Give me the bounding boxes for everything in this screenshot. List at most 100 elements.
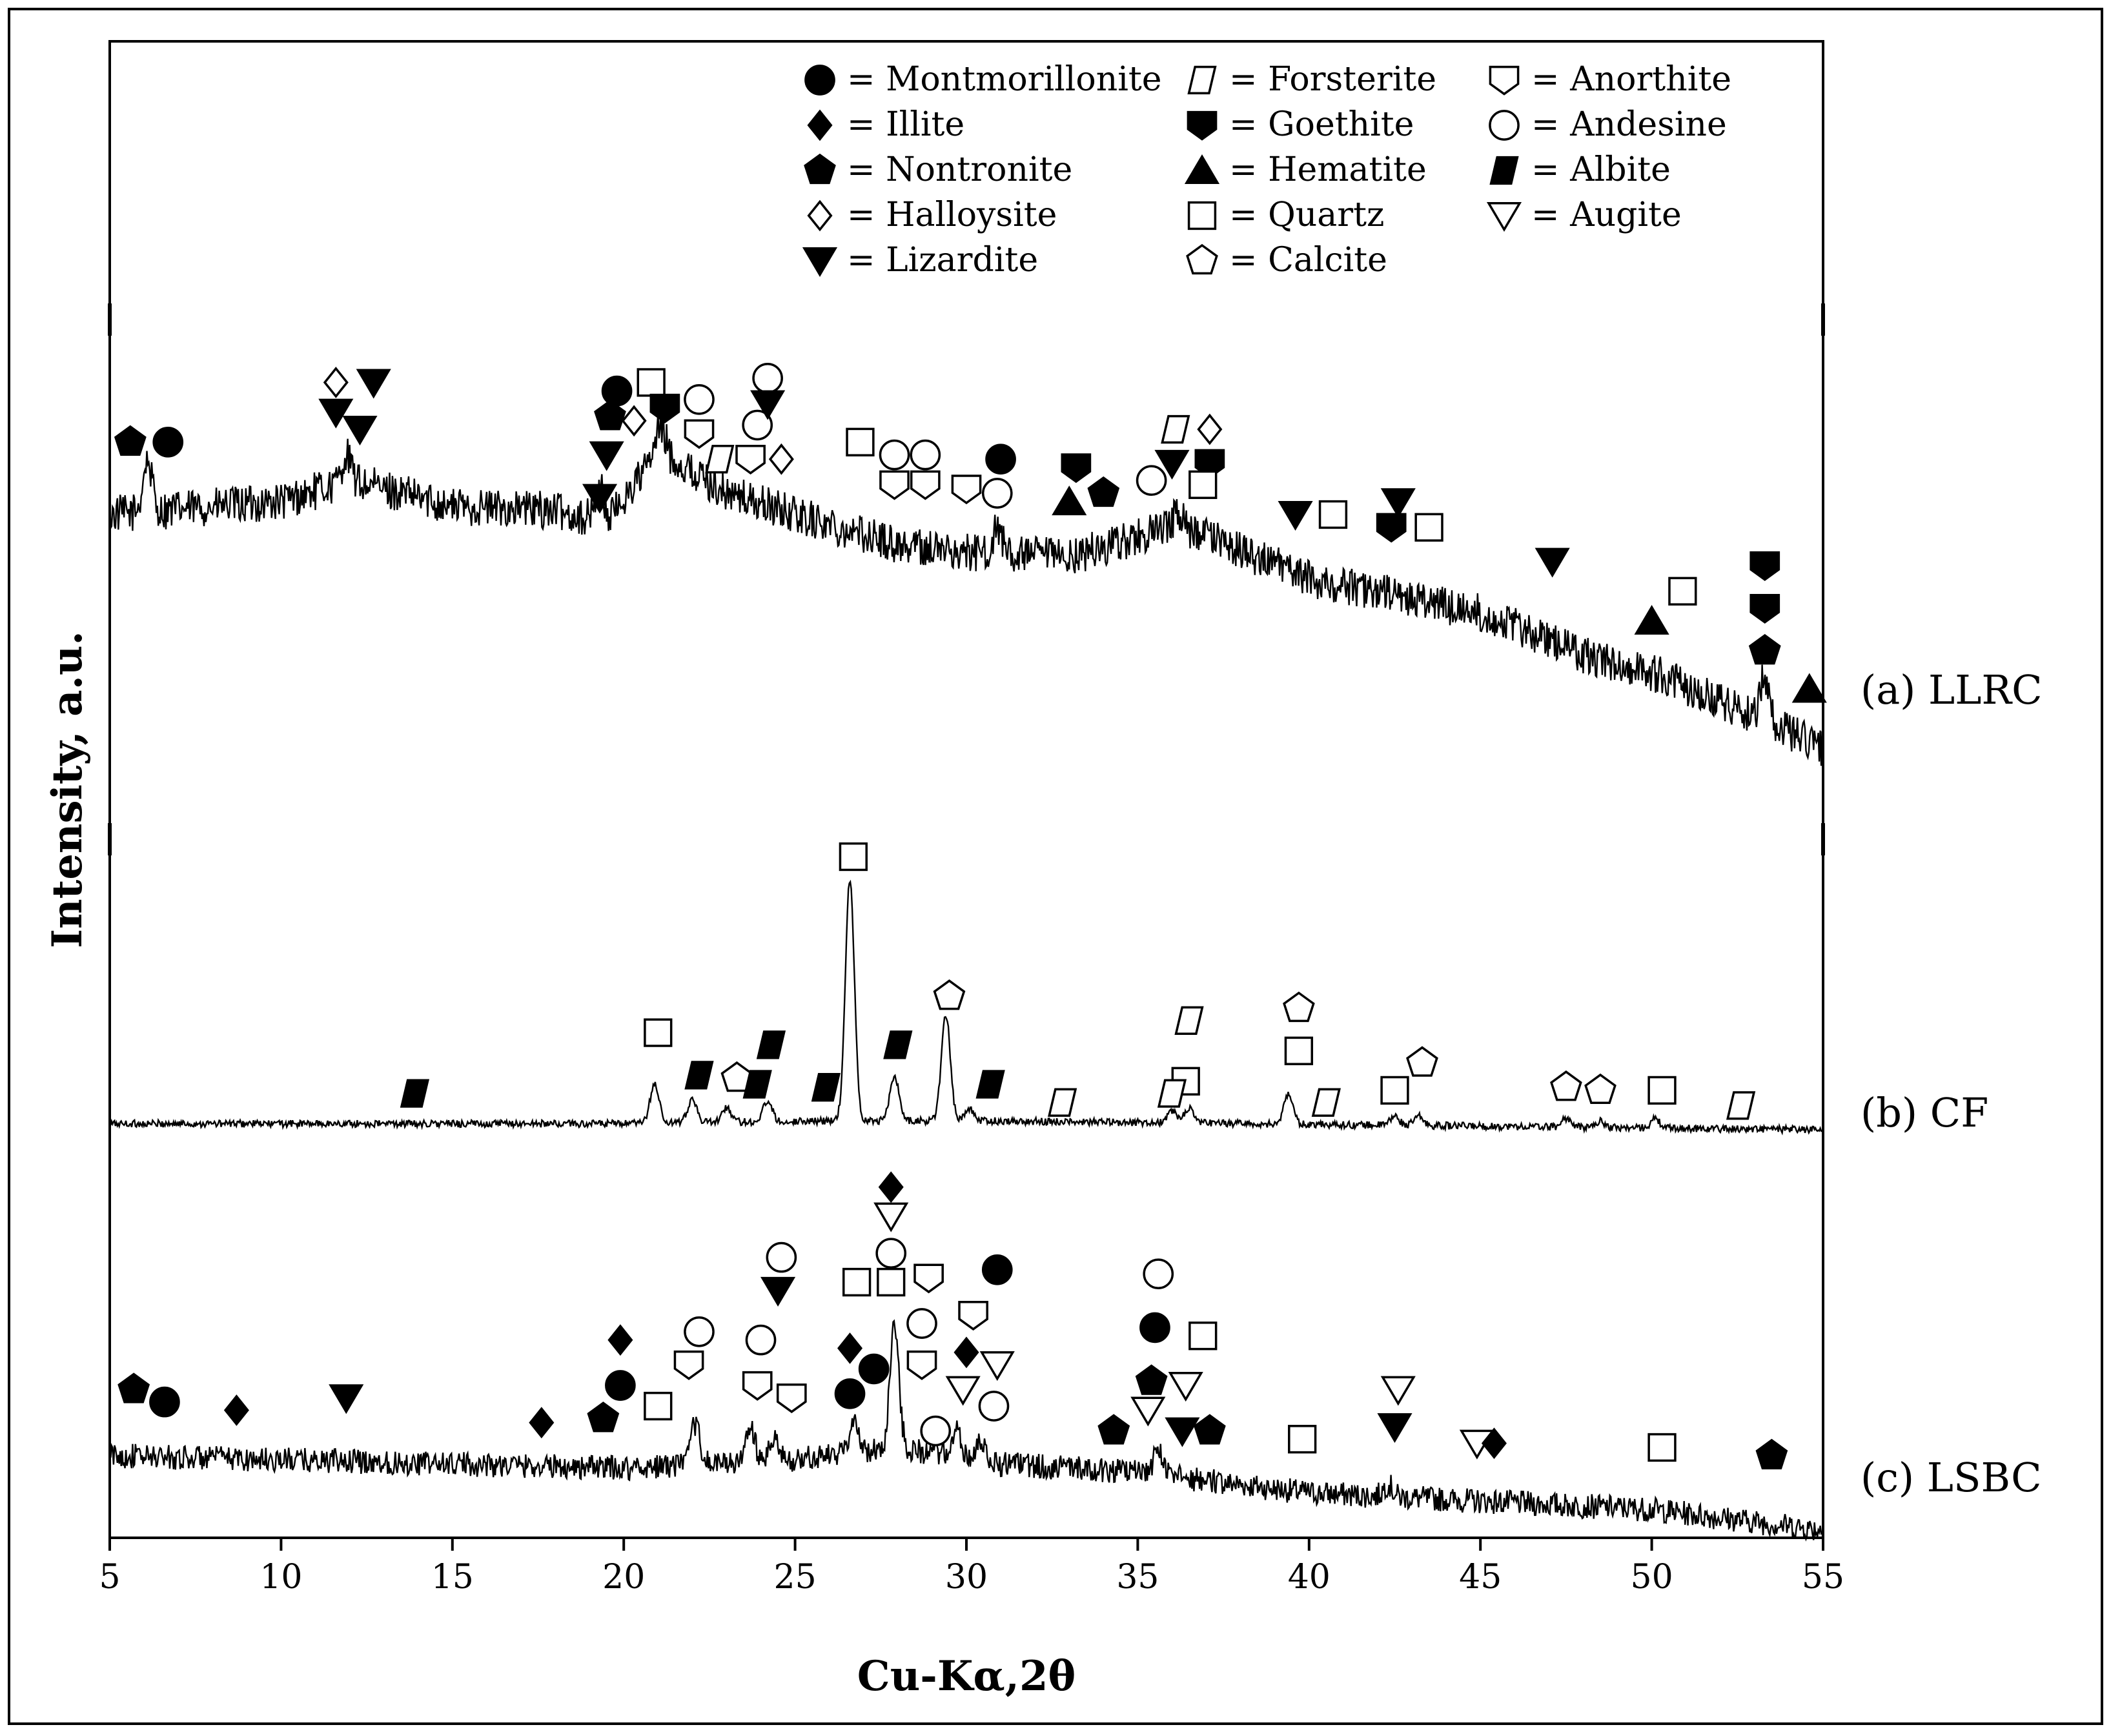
andesine-marker	[981, 478, 1013, 509]
lizardite-marker	[329, 1384, 364, 1414]
legend-label-albite: = Albite	[1531, 150, 1671, 189]
calcite-marker	[1550, 1070, 1582, 1101]
illite-marker	[878, 1171, 904, 1203]
montmorillonite-marker	[601, 375, 633, 407]
nontronite-marker	[117, 1373, 150, 1404]
x-tick-label: 30	[945, 1558, 988, 1597]
x-tick-label: 10	[260, 1558, 302, 1597]
legend-label-quartz: = Quartz	[1229, 196, 1384, 234]
forsterite-marker	[1726, 1091, 1756, 1120]
anorthite-marker	[684, 419, 715, 449]
legend-label-augite: = Augite	[1531, 196, 1682, 234]
illite-marker	[954, 1336, 979, 1369]
legend-symbol-halloysite	[807, 199, 833, 232]
montmorillonite-marker	[149, 1386, 180, 1418]
halloysite-marker	[768, 443, 794, 475]
albite-marker	[684, 1061, 714, 1090]
legend-symbol-anorthite	[1489, 65, 1520, 96]
legend-label-calcite: = Calcite	[1229, 241, 1387, 280]
halloysite-marker	[323, 366, 349, 398]
augite-marker	[1130, 1396, 1166, 1427]
figure-frame	[8, 8, 2103, 1725]
calcite-marker	[720, 1061, 753, 1092]
nontronite-marker	[114, 425, 147, 456]
anorthite-marker	[776, 1384, 807, 1413]
quartz-marker	[644, 1391, 673, 1421]
halloysite-marker	[621, 405, 647, 437]
calcite-marker	[1584, 1073, 1616, 1105]
albite-marker	[400, 1079, 430, 1108]
quartz-marker	[1284, 1036, 1314, 1065]
quartz-marker	[1188, 470, 1218, 499]
quartz-marker	[1414, 513, 1443, 542]
goethite-marker	[1749, 594, 1780, 624]
legend-label-andesine: = Andesine	[1531, 105, 1727, 144]
quartz-marker	[637, 368, 666, 397]
lizardite-marker	[582, 484, 618, 514]
nontronite-marker	[1748, 634, 1781, 665]
nontronite-marker	[1135, 1364, 1168, 1395]
andesine-marker	[920, 1415, 952, 1447]
sample-label: (c) LSBC	[1861, 1454, 2042, 1501]
quartz-marker	[877, 1267, 906, 1297]
lizardite-marker	[1380, 488, 1416, 518]
x-tick-label: 20	[602, 1558, 645, 1597]
x-tick-label: 40	[1288, 1558, 1331, 1597]
legend-label-hematite: = Hematite	[1229, 150, 1427, 189]
illite-marker	[223, 1394, 249, 1426]
legend-symbol-forsterite	[1187, 65, 1217, 95]
legend-symbol-augite	[1486, 202, 1522, 232]
legend-symbol-lizardite	[802, 247, 838, 278]
lizardite-marker	[1154, 449, 1190, 480]
illite-marker	[837, 1332, 863, 1364]
goethite-marker	[1061, 453, 1092, 484]
legend-symbol-calcite	[1186, 243, 1218, 275]
quartz-marker	[846, 427, 875, 456]
anorthite-marker	[673, 1350, 704, 1380]
anorthite-marker	[951, 475, 982, 505]
legend-symbol-nontronite	[804, 153, 836, 185]
illite-marker	[1481, 1427, 1507, 1460]
montmorillonite-marker	[985, 444, 1016, 475]
nontronite-marker	[1193, 1414, 1226, 1445]
markers-layer	[114, 362, 1827, 1469]
x-tick-label: 50	[1631, 1558, 1673, 1597]
lizardite-marker	[356, 369, 391, 399]
traces-layer: (a) LLRC (b) CF (c) LSBC	[108, 409, 2043, 1542]
nontronite-marker	[1087, 476, 1120, 507]
axes-layer: 5 10 15 20 25 30 35 40 45 50 55	[99, 303, 1844, 1597]
legend-label-lizardite: = Lizardite	[847, 241, 1038, 280]
anorthite-marker	[913, 1263, 944, 1294]
anorthite-marker	[879, 470, 910, 500]
hematite-marker	[1634, 604, 1669, 635]
calcite-marker	[1406, 1046, 1438, 1077]
illite-marker	[529, 1407, 555, 1439]
forsterite-marker	[1161, 414, 1190, 444]
y-axis-title: Intensity, a.u.	[43, 631, 92, 948]
legend-label-halloysite: = Halloysite	[847, 196, 1057, 234]
montmorillonite-marker	[834, 1378, 866, 1409]
andesine-marker	[1136, 465, 1167, 496]
andesine-marker	[745, 1324, 777, 1356]
legend-label-forsterite: = Forsterite	[1229, 60, 1436, 99]
legend-label-anorthite: = Anorthite	[1531, 60, 1731, 99]
lizardite-marker	[1377, 1413, 1412, 1444]
nontronite-marker	[1097, 1414, 1130, 1445]
hematite-marker	[1791, 673, 1827, 703]
andesine-marker	[906, 1308, 937, 1339]
trace-lsbc	[108, 1319, 1824, 1542]
legend-symbol-goethite	[1187, 110, 1218, 141]
x-tick-label: 35	[1116, 1558, 1159, 1597]
andesine-marker	[742, 409, 773, 441]
augite-marker	[1380, 1376, 1416, 1406]
legend-symbol-hematite	[1184, 154, 1220, 184]
andesine-marker	[684, 1316, 715, 1347]
hematite-marker	[1052, 485, 1087, 516]
augite-marker	[873, 1202, 909, 1232]
andesine-marker	[978, 1391, 1010, 1422]
anorthite-marker	[910, 470, 941, 500]
lizardite-marker	[589, 441, 624, 471]
sample-label: (b) CF	[1861, 1089, 1988, 1136]
